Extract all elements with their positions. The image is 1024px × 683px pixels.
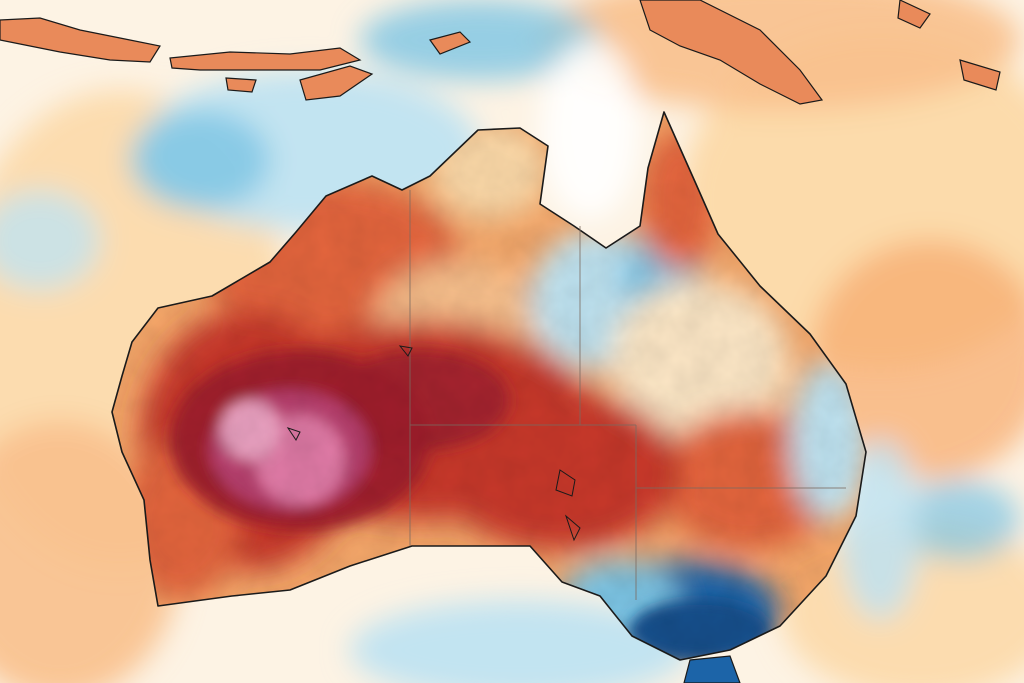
inland-lakes (286, 345, 581, 542)
tasmania-outline (683, 655, 741, 683)
australia-coastline (111, 111, 867, 661)
northern-islands (0, 0, 1001, 105)
state-borders (409, 190, 846, 600)
